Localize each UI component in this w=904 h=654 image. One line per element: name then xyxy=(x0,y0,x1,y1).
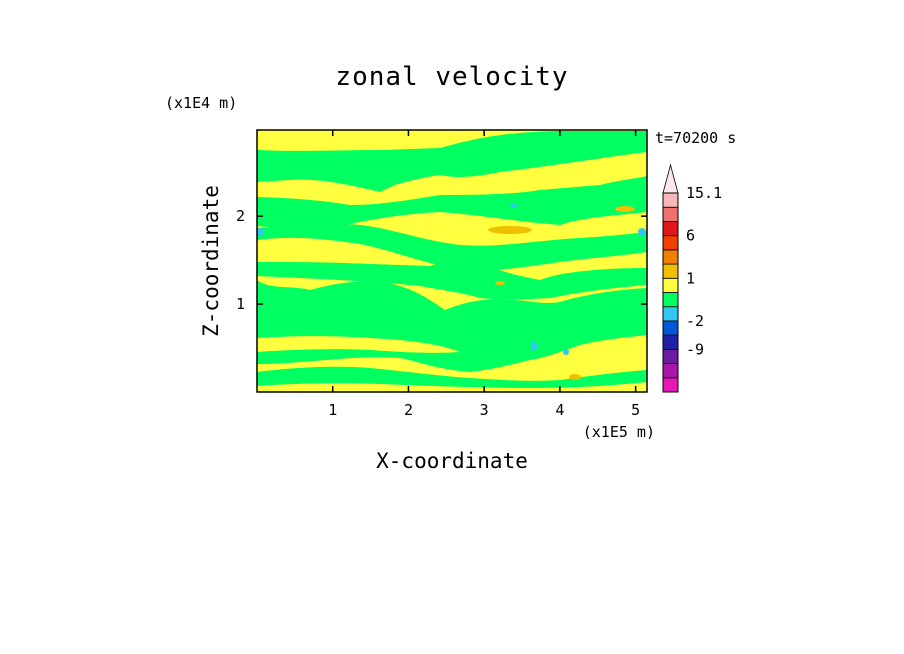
band-negative-middle xyxy=(257,223,647,271)
colorbar-segment xyxy=(662,235,679,251)
patch-positive-orange-4 xyxy=(569,374,581,380)
x-tick-label: 5 xyxy=(631,401,640,419)
x-tick-label: 2 xyxy=(404,401,413,419)
chart-title: zonal velocity xyxy=(335,62,568,92)
time-label: t=70200 s xyxy=(655,129,736,147)
y-tick-label: 2 xyxy=(236,207,245,225)
colorbar: 15.1 6 1 -2 -9 xyxy=(662,163,722,393)
colorbar-segment xyxy=(662,277,679,293)
patch-negative-cyan-2 xyxy=(638,228,646,236)
colorbar-segment xyxy=(662,292,679,308)
x-tick-label: 4 xyxy=(555,401,564,419)
colorbar-segment xyxy=(662,192,679,208)
colorbar-segment xyxy=(662,221,679,237)
patch-negative-cyan-1 xyxy=(257,228,264,236)
band-negative-upper xyxy=(257,176,647,228)
colorbar-segment xyxy=(662,377,679,393)
colorbar-tick-label: -9 xyxy=(686,340,704,358)
x-tick-label: 3 xyxy=(480,401,489,419)
x-axis: 1 2 3 4 5 xyxy=(328,130,640,419)
yellow-wedge-lower-left xyxy=(257,336,460,353)
x-axis-label: X-coordinate xyxy=(376,449,528,473)
band-negative-floor xyxy=(257,366,647,388)
y-axis: 12 xyxy=(236,207,647,313)
y-tick-label: 1 xyxy=(236,295,245,313)
plot-frame xyxy=(256,129,648,393)
colorbar-tick-label: 1 xyxy=(686,269,695,287)
colorbar-segment xyxy=(662,334,679,350)
patch-negative-cyan-4 xyxy=(563,349,569,355)
patch-positive-orange-3 xyxy=(495,281,505,285)
colorbar-segment xyxy=(662,206,679,222)
y-axis-unit: (x1E4 m) xyxy=(165,94,237,112)
x-axis-unit: (x1E5 m) xyxy=(583,423,655,441)
colorbar-frame xyxy=(662,192,679,393)
colorbar-overflow-arrow xyxy=(662,163,679,194)
colorbar-segment xyxy=(662,320,679,336)
colorbar-segment xyxy=(662,363,679,379)
patch-positive-orange-1 xyxy=(488,226,532,234)
contour-field xyxy=(256,129,648,393)
colorbar-segment xyxy=(662,263,679,279)
colorbar-segment xyxy=(662,249,679,265)
patch-negative-cyan-3 xyxy=(531,341,537,351)
x-tick-label: 1 xyxy=(328,401,337,419)
colorbar-tick-label: 6 xyxy=(686,227,695,245)
colorbar-segment xyxy=(662,306,679,322)
band-negative-top xyxy=(257,131,647,192)
band-negative-lower-mid xyxy=(257,261,647,300)
colorbar-tick-label: 15.1 xyxy=(686,184,722,202)
colorbar-tick-label: -2 xyxy=(686,312,704,330)
colorbar-segment xyxy=(662,348,679,364)
patch-negative-cyan-5 xyxy=(510,203,518,207)
patch-positive-orange-2 xyxy=(615,206,635,212)
y-axis-label: Z-coordinate xyxy=(199,185,223,337)
